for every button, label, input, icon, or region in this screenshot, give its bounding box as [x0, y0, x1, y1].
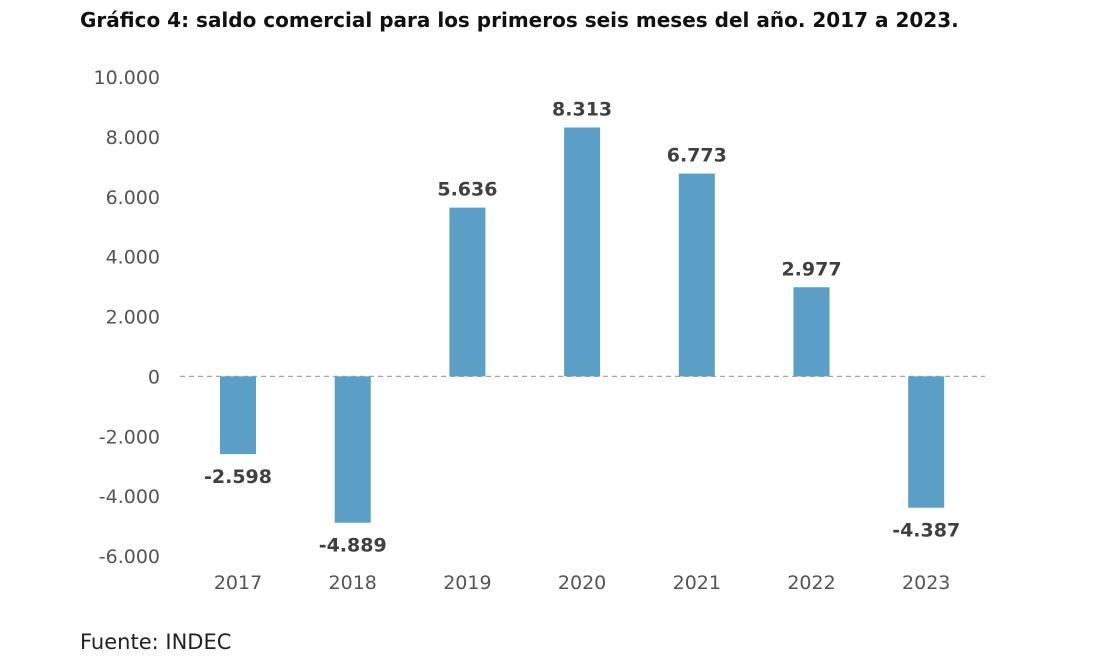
bar-2019 — [449, 207, 486, 377]
x-tick-label: 2019 — [443, 572, 491, 594]
bar-2021 — [678, 173, 715, 377]
chart-title: Gráfico 4: saldo comercial para los prim… — [80, 8, 959, 32]
data-label: 5.636 — [437, 179, 497, 201]
x-tick-label: 2022 — [787, 572, 835, 594]
x-tick-label: 2020 — [558, 572, 606, 594]
x-axis-ticks: 2017 2018 2019 2020 2021 2022 2023 — [214, 572, 951, 594]
bars — [220, 127, 945, 523]
data-label: 8.313 — [552, 99, 612, 121]
data-label: -2.598 — [204, 466, 272, 488]
source-note: Fuente: INDEC — [80, 630, 232, 654]
y-tick-label: 6.000 — [106, 187, 160, 209]
y-tick-label: -6.000 — [99, 546, 160, 568]
data-label: -4.889 — [319, 535, 387, 557]
y-axis-ticks: 10.000 8.000 6.000 4.000 2.000 0 -2.000 -4.000 -… — [94, 67, 160, 568]
data-labels: -2.598 -4.889 5.636 8.313 6.773 2.977 -4.387 — [204, 99, 960, 557]
x-tick-label: 2017 — [214, 572, 262, 594]
y-tick-label: 2.000 — [106, 307, 160, 329]
y-tick-label: 4.000 — [106, 247, 160, 269]
x-tick-label: 2023 — [902, 572, 950, 594]
data-label: 2.977 — [781, 258, 841, 280]
bar-2017 — [220, 376, 256, 455]
y-tick-label: 0 — [148, 366, 160, 388]
x-tick-label: 2018 — [329, 572, 377, 594]
y-tick-label: 10.000 — [94, 67, 160, 89]
bar-chart: 10.000 8.000 6.000 4.000 2.000 0 -2.000 -4.000 -… — [94, 67, 985, 594]
data-label: 6.773 — [667, 145, 727, 167]
bar-2018 — [334, 376, 371, 523]
bar-2023 — [908, 376, 945, 508]
data-label: -4.387 — [892, 520, 960, 542]
y-tick-label: 8.000 — [106, 127, 160, 149]
bar-2020 — [564, 127, 601, 377]
y-tick-label: -2.000 — [99, 426, 160, 448]
x-tick-label: 2021 — [673, 572, 721, 594]
y-tick-label: -4.000 — [99, 486, 160, 508]
bar-2022 — [793, 287, 830, 377]
